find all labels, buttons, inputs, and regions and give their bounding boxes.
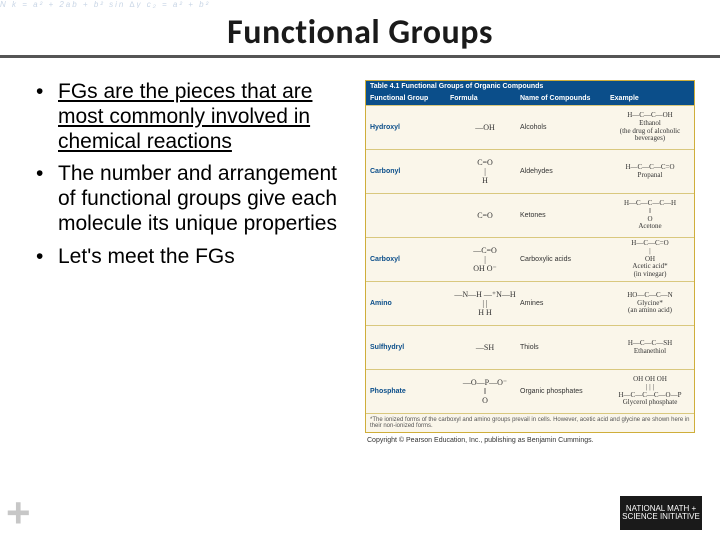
fg-name-cell: Carbonyl	[370, 168, 450, 175]
slide-title: Functional Groups	[0, 0, 720, 58]
bullet-item: Let's meet the FGs	[30, 245, 355, 270]
example-cell: H—C—C—C—H ‖ O Acetone	[610, 200, 690, 231]
table-row: Carboxyl—C=O | OH O⁻Carboxylic acidsH—C—…	[366, 237, 694, 281]
example-cell: OH OH OH | | | H—C—C—C—O—P Glycerol phos…	[610, 376, 690, 407]
table-row: Sulfhydryl—SHThiolsH—C—C—SH Ethanethiol	[366, 325, 694, 369]
bullet-item: FGs are the pieces that are most commonl…	[30, 80, 355, 154]
formula-cell: C=O	[450, 211, 520, 220]
fg-name-cell: Sulfhydryl	[370, 344, 450, 351]
bullet-list: FGs are the pieces that are most commonl…	[30, 80, 365, 444]
formula-cell: C=O | H	[450, 158, 520, 185]
compound-name-cell: Ketones	[520, 212, 610, 219]
table-header-cell: Example	[610, 95, 690, 102]
table-figure-wrapper: Table 4.1 Functional Groups of Organic C…	[365, 80, 695, 444]
slide-body: FGs are the pieces that are most commonl…	[0, 58, 720, 444]
compound-name-cell: Organic phosphates	[520, 388, 610, 395]
compound-name-cell: Carboxylic acids	[520, 256, 610, 263]
fg-name-cell: Phosphate	[370, 388, 450, 395]
example-cell: H—C—C—C=O Propanal	[610, 164, 690, 179]
formula-cell: —SH	[450, 343, 520, 352]
formula-cell: —O—P—O⁻ ‖ O	[450, 378, 520, 405]
example-cell: H—C—C—OH Ethanol (the drug of alcoholic …	[610, 112, 690, 143]
nmsi-logo: NATIONAL MATH + SCIENCE INITIATIVE	[620, 496, 702, 530]
fg-name-cell: Amino	[370, 300, 450, 307]
fg-name-cell: Carboxyl	[370, 256, 450, 263]
example-cell: HO—C—C—N Glycine* (an amino acid)	[610, 292, 690, 315]
functional-groups-table: Table 4.1 Functional Groups of Organic C…	[365, 80, 695, 433]
table-caption: Table 4.1 Functional Groups of Organic C…	[366, 81, 694, 92]
table-header-cell: Functional Group	[370, 95, 450, 102]
table-row: Hydroxyl—OHAlcoholsH—C—C—OH Ethanol (the…	[366, 105, 694, 149]
plus-decorative-icon: +	[6, 492, 31, 534]
table-footnote: *The ionized forms of the carboxyl and a…	[366, 413, 694, 432]
compound-name-cell: Alcohols	[520, 124, 610, 131]
table-header-cell: Name of Compounds	[520, 95, 610, 102]
compound-name-cell: Aldehydes	[520, 168, 610, 175]
example-cell: H—C—C=O | OH Acetic acid* (in vinegar)	[610, 240, 690, 278]
slide: N k = a² + 2ab + b² sin ∆γ c₂ = a² + b² …	[0, 0, 720, 540]
table-row: Amino—N—H —⁺N—H | | H HAminesHO—C—C—N Gl…	[366, 281, 694, 325]
decorative-formula-strip: N k = a² + 2ab + b² sin ∆γ c₂ = a² + b²	[0, 0, 720, 8]
formula-cell: —N—H —⁺N—H | | H H	[450, 290, 520, 317]
example-cell: H—C—C—SH Ethanethiol	[610, 340, 690, 355]
bullet-item: The number and arrangement of functional…	[30, 162, 355, 236]
table-header-cell: Formula	[450, 95, 520, 102]
compound-name-cell: Amines	[520, 300, 610, 307]
table-header-row: Functional Group Formula Name of Compoun…	[366, 92, 694, 105]
table-row: Phosphate—O—P—O⁻ ‖ OOrganic phosphatesOH…	[366, 369, 694, 413]
fg-name-cell: Hydroxyl	[370, 124, 450, 131]
formula-cell: —C=O | OH O⁻	[450, 246, 520, 273]
copyright-text: Copyright © Pearson Education, Inc., pub…	[365, 437, 695, 444]
compound-name-cell: Thiols	[520, 344, 610, 351]
table-row: C=OKetonesH—C—C—C—H ‖ O Acetone	[366, 193, 694, 237]
formula-cell: —OH	[450, 123, 520, 132]
table-row: CarbonylC=O | HAldehydesH—C—C—C=O Propan…	[366, 149, 694, 193]
